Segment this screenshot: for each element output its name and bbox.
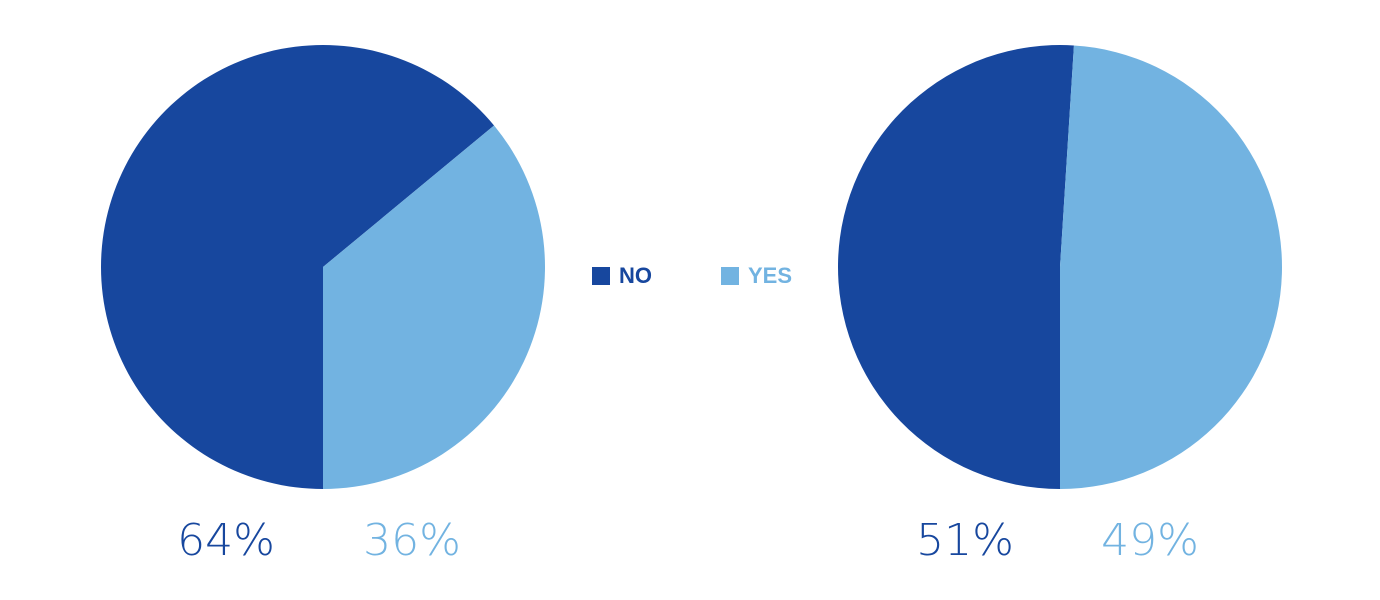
legend-label: YES [748,263,792,288]
pie-slice [838,45,1074,489]
pie-slice [323,125,545,489]
value-label: 49% [1101,515,1199,566]
pie-slice [1060,45,1283,490]
value-label: 36% [363,515,461,566]
legend-swatch [721,267,739,285]
legend-swatch [592,267,610,285]
value-label: 51% [916,515,1014,566]
legend-label: NO [619,263,652,288]
value-label: 64% [177,515,275,566]
pie-slice [101,44,495,489]
